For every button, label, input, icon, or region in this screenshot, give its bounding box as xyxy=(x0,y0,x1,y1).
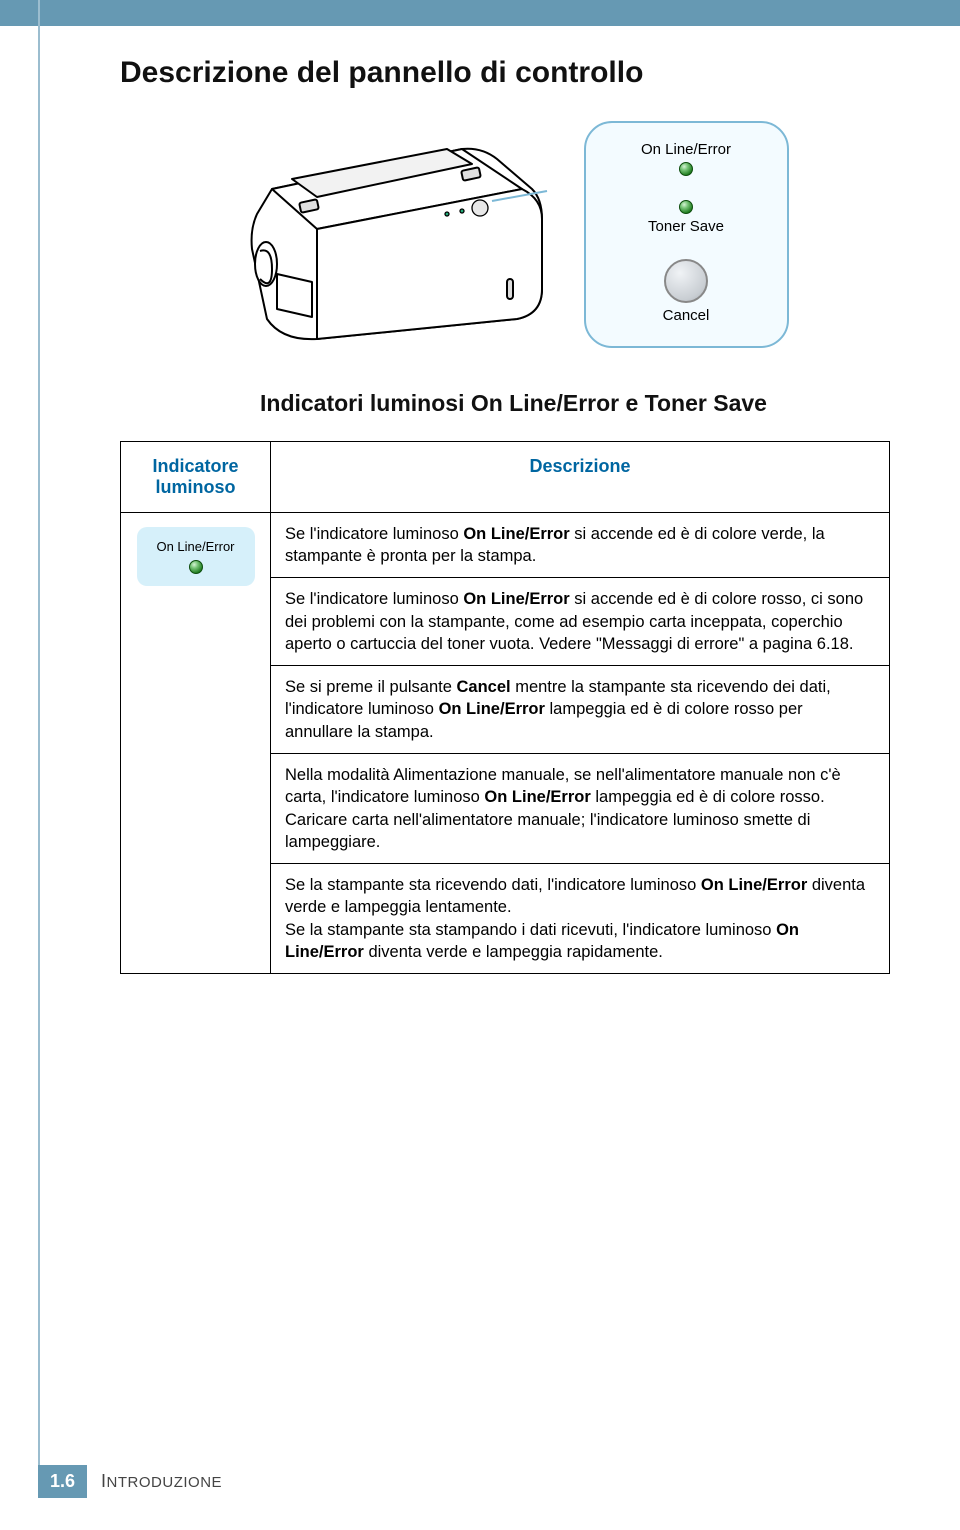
printer-illustration xyxy=(222,119,552,349)
table-row: Se l'indicatore luminoso On Line/Error s… xyxy=(271,578,890,666)
indicator-table: Indicatore luminoso Descrizione On Line/… xyxy=(120,441,890,974)
callout-label: Toner Save xyxy=(648,218,724,235)
side-rule xyxy=(38,0,40,1470)
section-heading: Indicatori luminosi On Line/Error e Tone… xyxy=(260,389,890,419)
callout-label: On Line/Error xyxy=(641,141,731,158)
callout-cancel: Cancel xyxy=(663,259,710,324)
callout-toner-save: Toner Save xyxy=(648,200,724,235)
indicator-cell: On Line/Error xyxy=(121,513,271,974)
led-icon xyxy=(679,200,693,214)
footer-rest: NTRODUZIONE xyxy=(107,1474,223,1491)
table-row: Nella modalità Alimentazione manuale, se… xyxy=(271,754,890,864)
indicator-label: On Line/Error xyxy=(156,539,234,554)
table-header-description: Descrizione xyxy=(271,442,890,513)
top-accent-bar xyxy=(0,0,960,26)
page-footer: 1.6 INTRODUZIONE xyxy=(38,1465,222,1498)
callout-online-error: On Line/Error xyxy=(641,141,731,176)
figure: On Line/Error Toner Save Cancel xyxy=(120,119,890,349)
footer-section: INTRODUZIONE xyxy=(101,1471,222,1492)
table-header-indicator: Indicatore luminoso xyxy=(121,442,271,513)
indicator-box: On Line/Error xyxy=(137,527,255,586)
led-icon xyxy=(679,162,693,176)
control-panel-callout: On Line/Error Toner Save Cancel xyxy=(584,121,789,348)
cancel-button-icon xyxy=(664,259,708,303)
callout-label: Cancel xyxy=(663,307,710,324)
table-row: Se l'indicatore luminoso On Line/Error s… xyxy=(271,513,890,579)
page-title: Descrizione del pannello di controllo xyxy=(120,55,890,91)
page-number: 1.6 xyxy=(38,1465,87,1498)
page-content: Descrizione del pannello di controllo xyxy=(120,55,890,974)
table-row: Se si preme il pulsante Cancel mentre la… xyxy=(271,666,890,754)
table-row: Se la stampante sta ricevendo dati, l'in… xyxy=(271,864,890,974)
led-icon xyxy=(189,560,203,574)
